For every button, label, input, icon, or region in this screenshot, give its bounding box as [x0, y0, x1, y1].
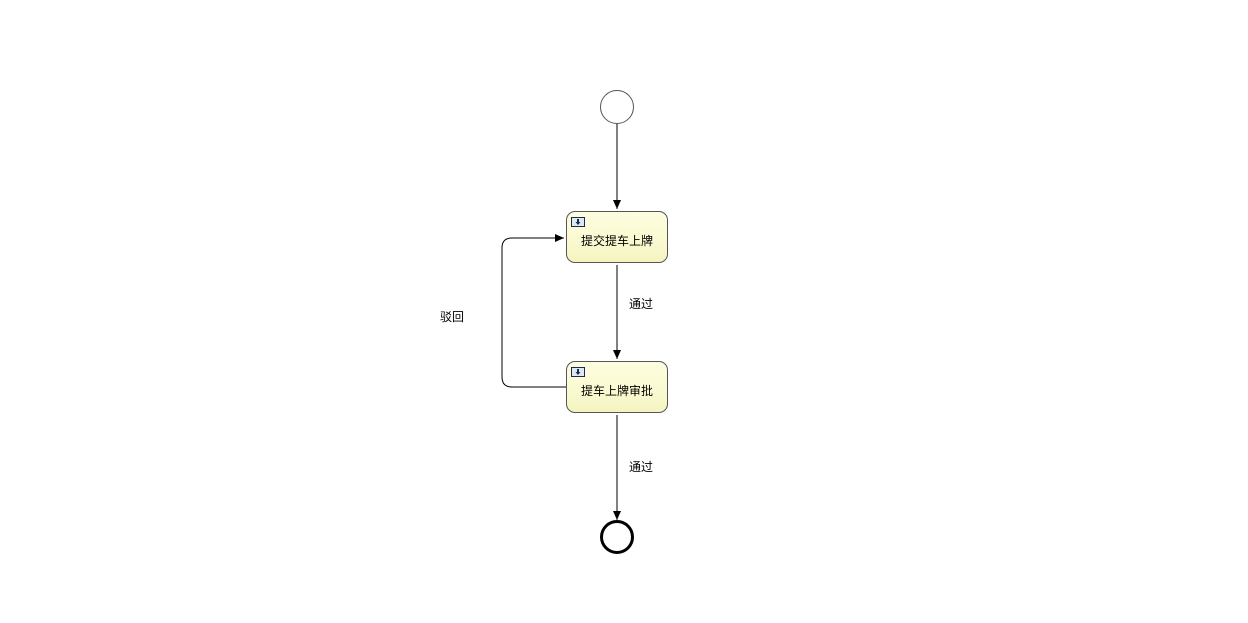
- flow-label-pass-2: 通过: [629, 460, 654, 474]
- flow-label-pass-1: 通过: [629, 297, 654, 311]
- start-event[interactable]: [600, 90, 634, 124]
- sequence-flow-reject-loop[interactable]: [501, 234, 566, 388]
- user-task-icon: [571, 367, 585, 377]
- task-label: 提车上牌审批: [580, 384, 653, 398]
- task-approve-plate[interactable]: 提车上牌审批: [566, 361, 668, 413]
- end-event[interactable]: [600, 520, 634, 554]
- flow-label-reject: 驳回: [440, 310, 465, 324]
- user-task-icon: [571, 217, 585, 227]
- task-submit-plate[interactable]: 提交提车上牌: [566, 211, 668, 263]
- task-label: 提交提车上牌: [580, 234, 653, 248]
